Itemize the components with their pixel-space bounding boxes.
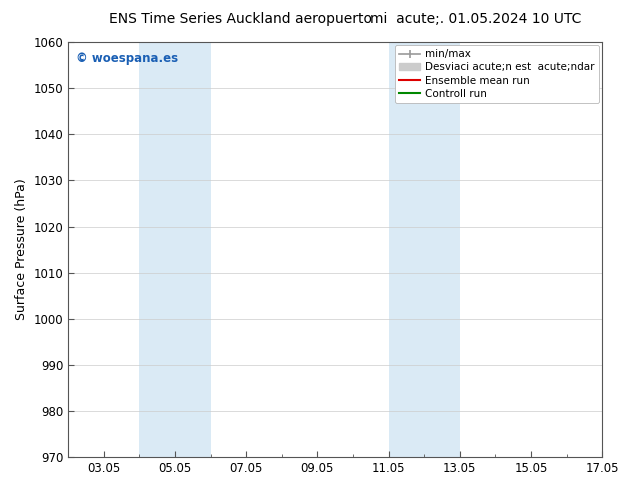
Bar — [389, 42, 460, 457]
Bar — [139, 42, 210, 457]
Text: ENS Time Series Auckland aeropuerto: ENS Time Series Auckland aeropuerto — [110, 12, 372, 26]
Legend: min/max, Desviaci acute;n est  acute;ndar, Ensemble mean run, Controll run: min/max, Desviaci acute;n est acute;ndar… — [395, 45, 599, 103]
Text: © woespana.es: © woespana.es — [76, 52, 178, 66]
Text: mi  acute;. 01.05.2024 10 UTC: mi acute;. 01.05.2024 10 UTC — [370, 12, 581, 26]
Y-axis label: Surface Pressure (hPa): Surface Pressure (hPa) — [15, 179, 28, 320]
